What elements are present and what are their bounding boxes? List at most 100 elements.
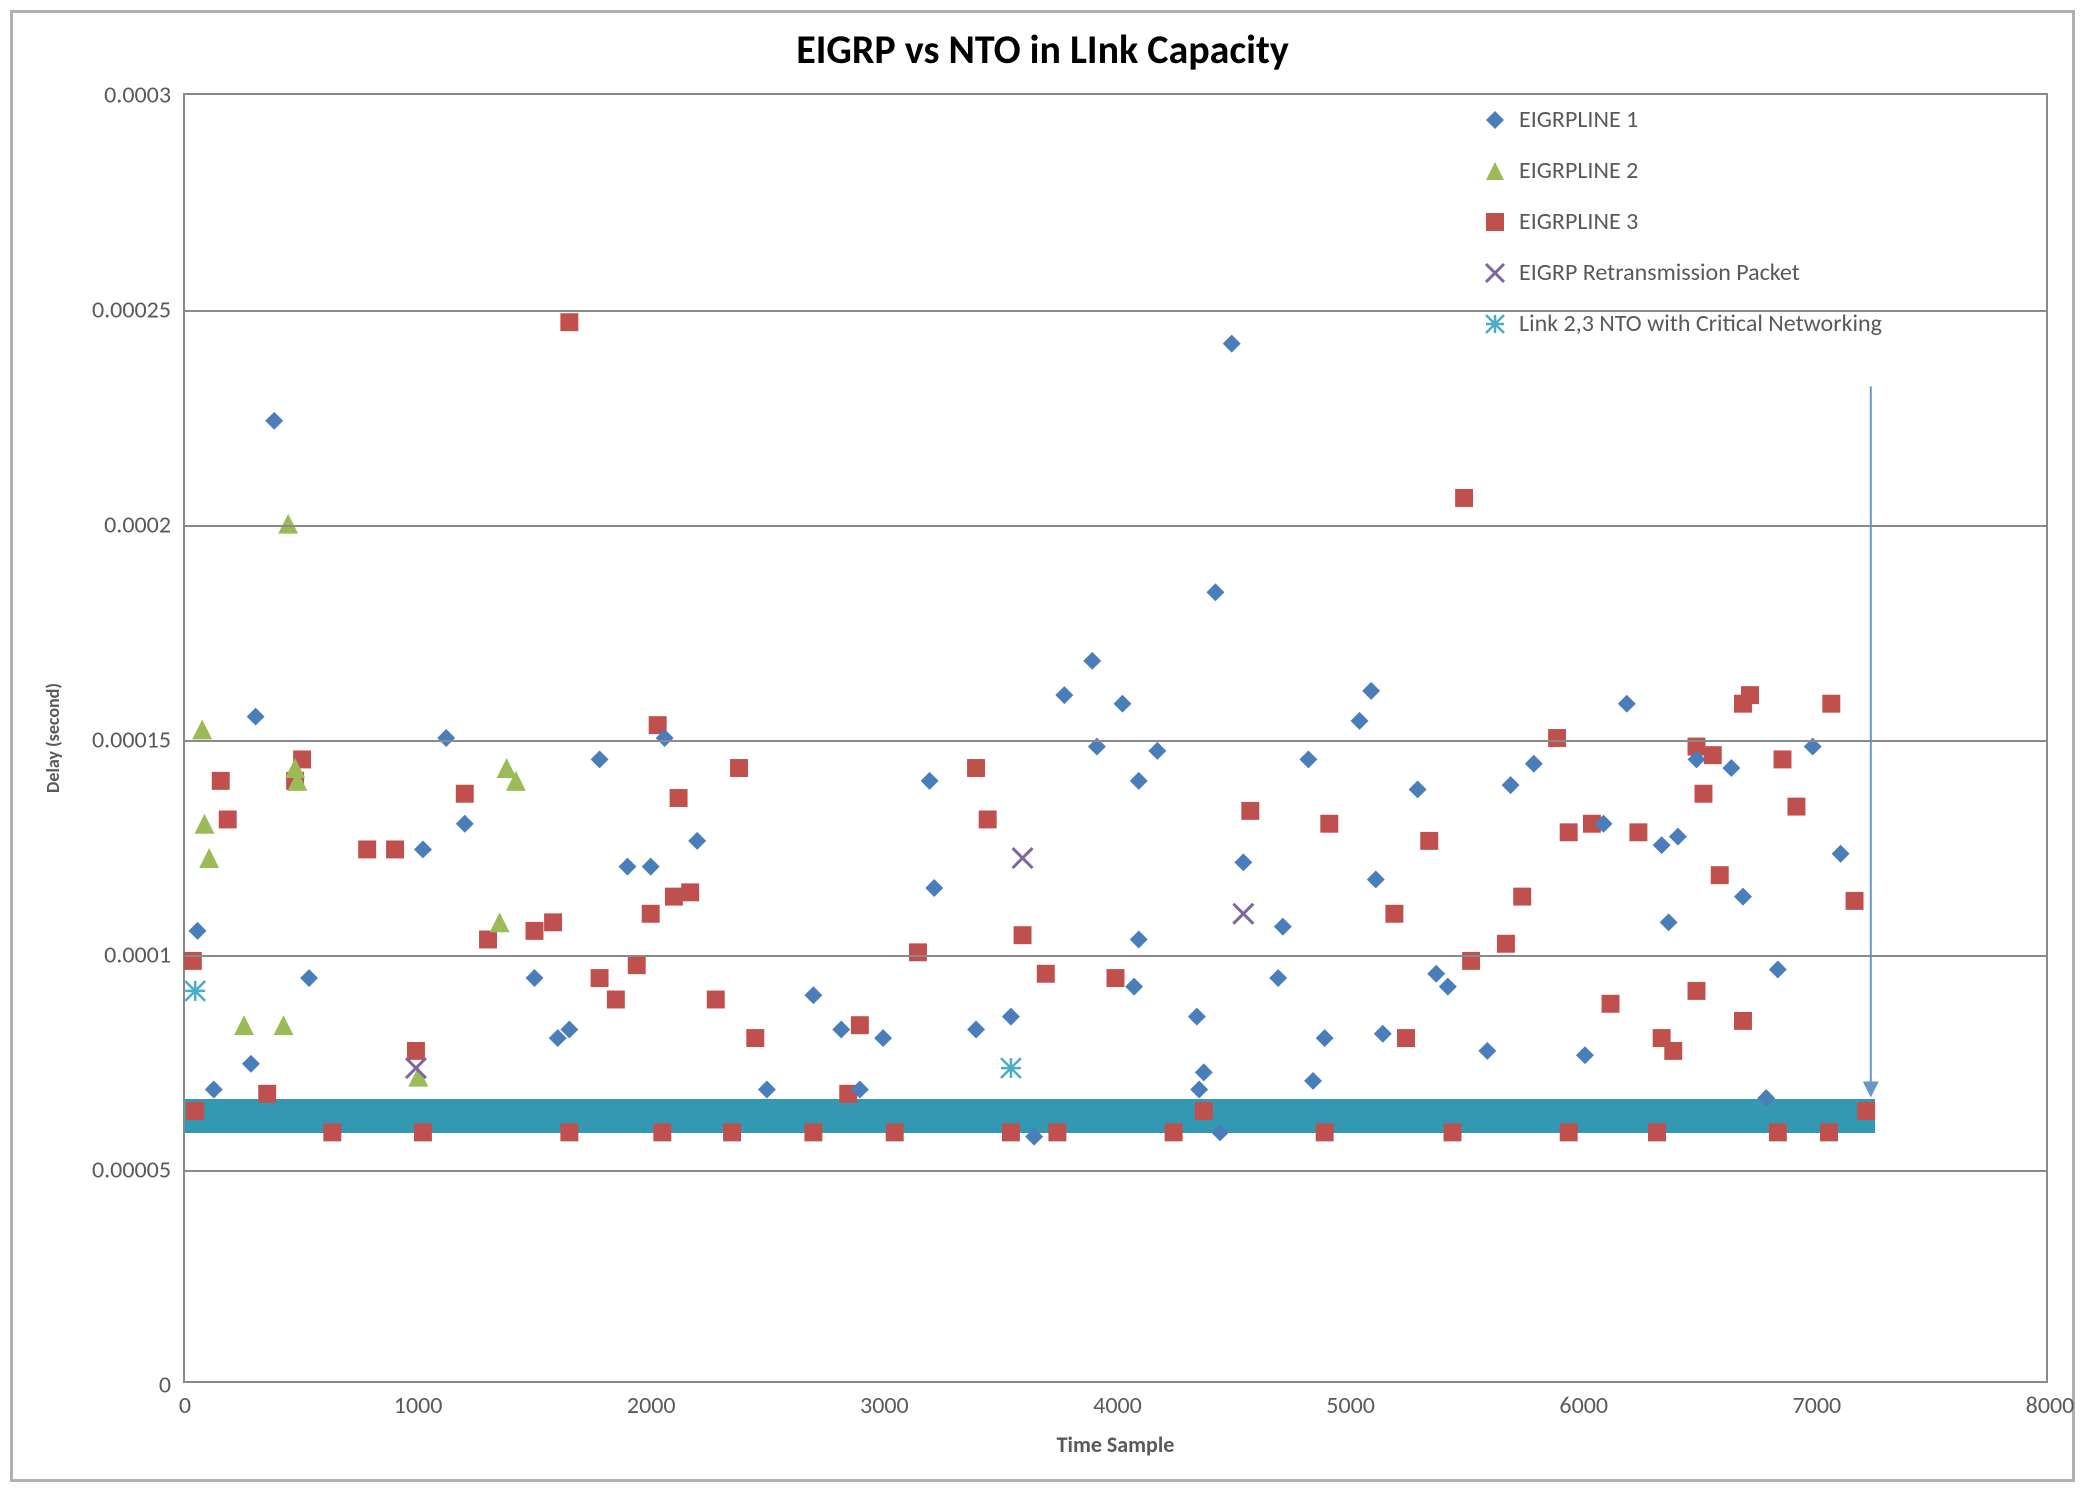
data-point	[1274, 918, 1292, 936]
data-point	[1548, 729, 1566, 747]
data-point	[1602, 995, 1620, 1013]
data-point	[1832, 845, 1850, 863]
data-point	[1695, 785, 1713, 803]
data-point	[1769, 1123, 1787, 1141]
data-point	[1037, 965, 1055, 983]
data-point	[300, 969, 318, 987]
data-point	[1190, 1081, 1208, 1099]
data-point	[1125, 978, 1143, 996]
legend-marker-icon	[1483, 159, 1507, 183]
data-point	[1664, 1042, 1682, 1060]
data-point	[1367, 870, 1385, 888]
legend-marker-icon	[1483, 312, 1507, 336]
data-point	[258, 1085, 276, 1103]
data-point	[242, 1055, 260, 1073]
data-point	[1107, 969, 1125, 987]
gridline-h	[185, 740, 2046, 742]
data-point	[1165, 1123, 1183, 1141]
data-point	[642, 858, 660, 876]
data-point	[1397, 1029, 1415, 1047]
chart-container: EIGRP vs NTO in LInk Capacity 00.000050.…	[10, 10, 2075, 1482]
data-point	[909, 943, 927, 961]
data-point	[1114, 695, 1132, 713]
data-point	[199, 848, 219, 868]
legend-label: EIGRPLINE 2	[1519, 156, 1638, 185]
data-point	[1741, 686, 1759, 704]
legend-item: EIGRPLINE 3	[1483, 207, 1882, 236]
data-point	[1444, 1123, 1462, 1141]
data-point	[979, 810, 997, 828]
data-point	[205, 1081, 223, 1099]
data-point	[1316, 1123, 1334, 1141]
data-point	[1233, 904, 1253, 924]
data-point	[1525, 755, 1543, 773]
data-point	[1653, 836, 1671, 854]
legend-marker-icon	[1483, 210, 1507, 234]
legend-label: EIGRPLINE 1	[1519, 105, 1638, 134]
data-point	[1385, 905, 1403, 923]
data-point	[1304, 1072, 1322, 1090]
data-point	[1351, 712, 1369, 730]
y-tick-label: 0.00025	[92, 296, 171, 325]
data-point	[189, 922, 207, 940]
data-point	[1299, 750, 1317, 768]
data-point	[1234, 853, 1252, 871]
data-point	[192, 719, 212, 739]
data-point	[681, 883, 699, 901]
data-point	[278, 514, 298, 534]
data-point	[707, 991, 725, 1009]
data-point	[195, 814, 215, 834]
data-point	[653, 1123, 671, 1141]
data-point	[642, 905, 660, 923]
data-point	[490, 912, 510, 932]
data-point	[967, 759, 985, 777]
data-point	[1618, 695, 1636, 713]
legend-label: Link 2,3 NTO with Critical Networking	[1519, 309, 1882, 338]
legend-marker-icon	[1483, 261, 1507, 285]
legend-item: EIGRPLINE 2	[1483, 156, 1882, 185]
data-point	[618, 858, 636, 876]
data-point	[688, 832, 706, 850]
data-point	[804, 986, 822, 1004]
data-point	[1048, 1123, 1066, 1141]
data-point	[1497, 935, 1515, 953]
gridline-h	[185, 525, 2046, 527]
x-tick-label: 0	[179, 1391, 191, 1420]
data-point	[274, 1015, 294, 1035]
data-point	[1734, 1012, 1752, 1030]
data-point	[1576, 1046, 1594, 1064]
gridline-h	[185, 955, 2046, 957]
data-point	[1206, 583, 1224, 601]
data-point	[1002, 1008, 1020, 1026]
data-point	[1648, 1123, 1666, 1141]
data-point	[1757, 1089, 1775, 1107]
data-point	[723, 1123, 741, 1141]
legend-item: EIGRP Retransmission Packet	[1483, 258, 1882, 287]
x-tick-label: 1000	[394, 1391, 443, 1420]
x-tick-label: 2000	[627, 1391, 676, 1420]
data-point	[1846, 892, 1864, 910]
data-point	[1669, 828, 1687, 846]
data-point	[456, 785, 474, 803]
legend-item: EIGRPLINE 1	[1483, 105, 1882, 134]
data-point	[185, 981, 205, 1001]
data-point	[1688, 982, 1706, 1000]
data-point	[544, 913, 562, 931]
data-point	[414, 1123, 432, 1141]
data-point	[967, 1021, 985, 1039]
data-point	[628, 956, 646, 974]
data-point	[560, 313, 578, 331]
data-point	[560, 1123, 578, 1141]
y-tick-label: 0.0002	[104, 511, 171, 540]
data-point	[1787, 798, 1805, 816]
data-point	[1774, 750, 1792, 768]
x-tick-label: 3000	[860, 1391, 909, 1420]
y-tick-label: 0.00015	[92, 726, 171, 755]
legend-marker-icon	[1483, 108, 1507, 132]
data-point	[1560, 1123, 1578, 1141]
y-tick-label: 0.0001	[104, 941, 171, 970]
data-point	[1502, 776, 1520, 794]
y-tick-label: 0.0003	[104, 81, 171, 110]
data-point	[437, 729, 455, 747]
data-point	[1439, 978, 1457, 996]
